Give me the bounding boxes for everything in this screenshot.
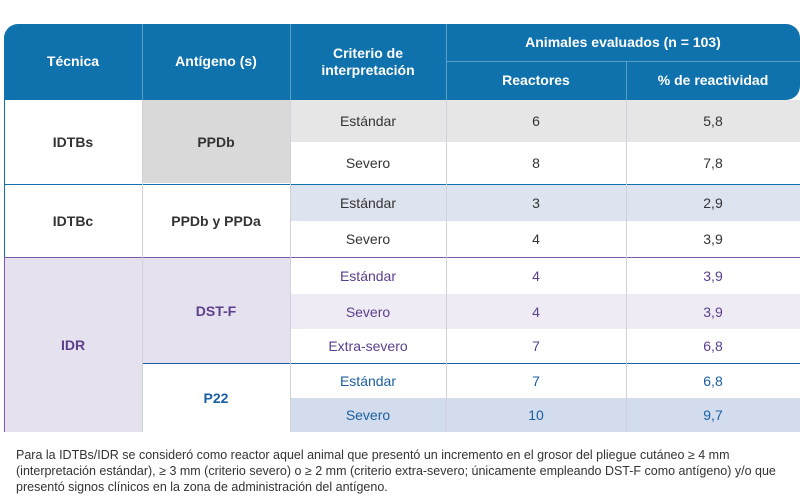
reactores-cell: 3 [446, 185, 626, 221]
reactividad-cell: 5,8 [626, 100, 800, 142]
header-reactividad: % de reactividad [657, 72, 769, 89]
criterio-cell: Severo [290, 142, 446, 183]
reactores-cell: 4 [446, 258, 626, 294]
reactividad-cell: 2,9 [626, 185, 800, 221]
tecnica-idtbc: IDTBc [4, 185, 142, 257]
reactores-cell: 6 [446, 100, 626, 142]
tecnica-idtbs: IDTBs [4, 100, 142, 183]
header-antigeno: Antígeno (s) [175, 53, 257, 70]
criterio-cell: Severo [290, 221, 446, 257]
reactores-cell: 10 [446, 398, 626, 432]
reactores-cell: 4 [446, 221, 626, 257]
criterio-cell: Severo [290, 294, 446, 329]
criterio-cell: Estándar [290, 364, 446, 398]
table-header: Técnica Antígeno (s) Criterio de interpr… [4, 24, 800, 100]
reactores-cell: 7 [446, 329, 626, 363]
antigeno-ppdb: PPDb [142, 100, 290, 183]
reactores-cell: 7 [446, 364, 626, 398]
antigeno-p22: P22 [142, 364, 290, 432]
header-criterio: Criterio de interpretación [321, 44, 415, 79]
footnote: Para la IDTBs/IDR se consideró como reac… [16, 448, 776, 494]
antigeno-dst-f: DST-F [142, 258, 290, 363]
reactividad-cell: 6,8 [626, 364, 800, 398]
reactividad-cell: 6,8 [626, 329, 800, 363]
criterio-cell: Estándar [290, 258, 446, 294]
criterio-cell: Estándar [290, 185, 446, 221]
tecnica-idr: IDR [4, 258, 142, 432]
criterio-cell: Estándar [290, 100, 446, 142]
reactores-cell: 8 [446, 142, 626, 183]
header-reactores: Reactores [502, 72, 570, 89]
criterio-cell: Extra-severo [290, 329, 446, 363]
reactividad-cell: 9,7 [626, 398, 800, 432]
criterio-cell: Severo [290, 398, 446, 432]
reactores-cell: 4 [446, 294, 626, 329]
reactividad-cell: 7,8 [626, 142, 800, 183]
antigeno-ppdb-ppda: PPDb y PPDa [142, 185, 290, 257]
reactivity-table: Técnica Antígeno (s) Criterio de interpr… [4, 24, 800, 432]
header-tecnica: Técnica [46, 53, 100, 70]
reactividad-cell: 3,9 [626, 258, 800, 294]
header-animales: Animales evaluados (n = 103) [525, 34, 721, 51]
reactividad-cell: 3,9 [626, 221, 800, 257]
reactividad-cell: 3,9 [626, 294, 800, 329]
